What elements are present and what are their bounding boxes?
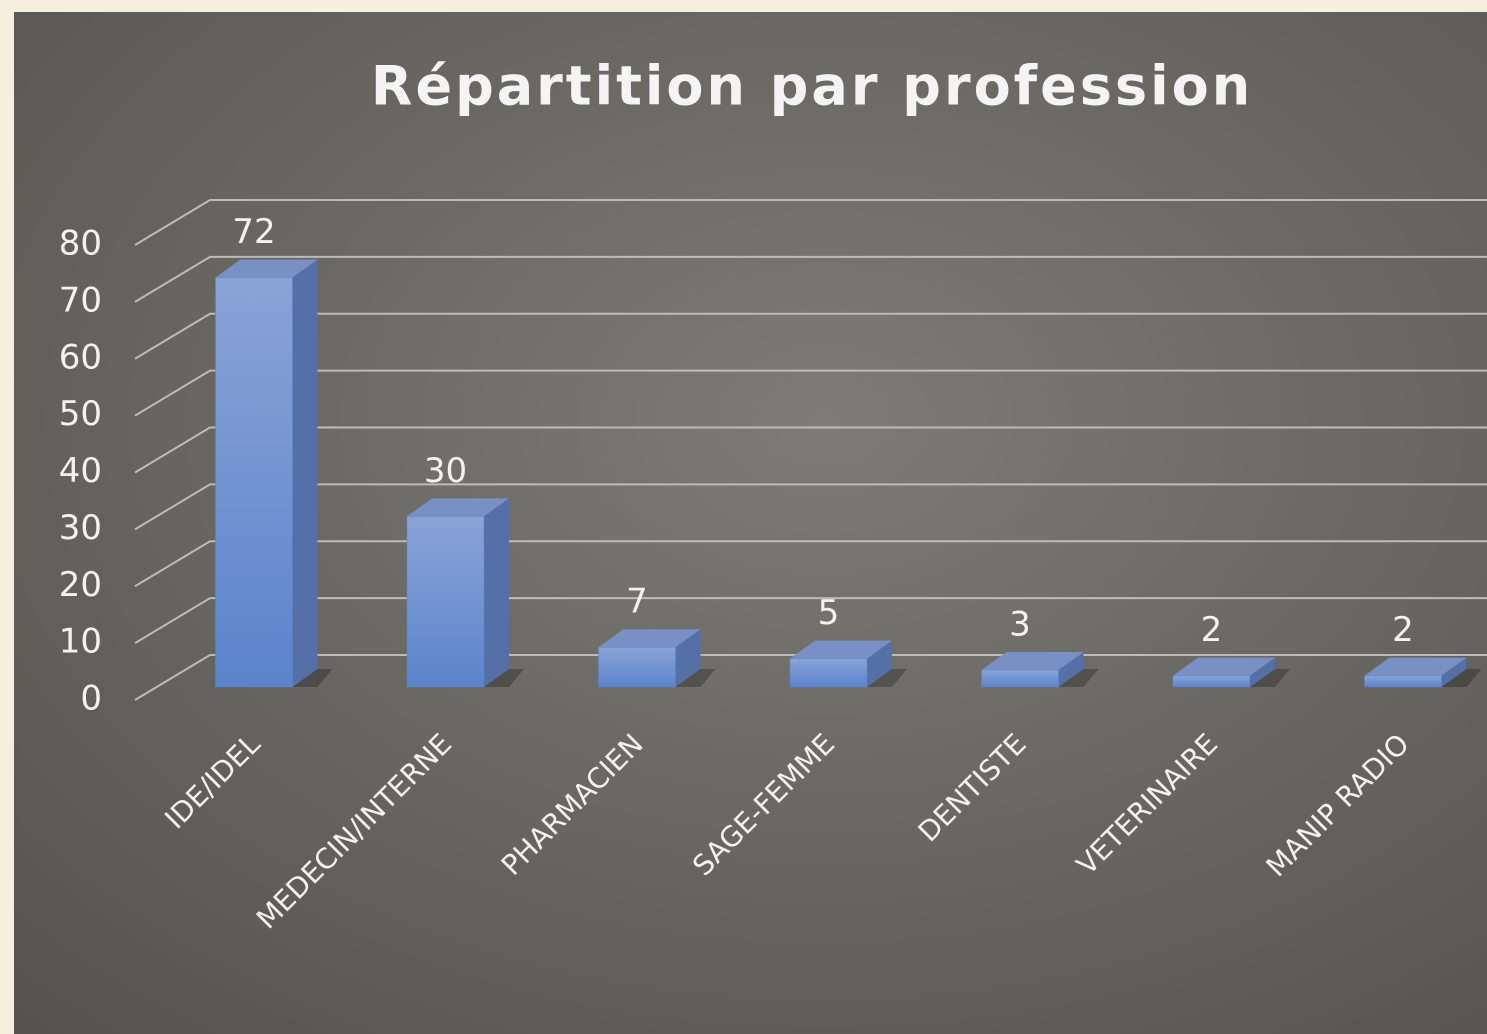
chart-title: Répartition par profession [371,55,1253,118]
grid-line [134,369,1487,417]
y-tick-label: 0 [80,679,102,719]
grid-line [134,426,1487,474]
value-label: 2 [1201,610,1223,650]
bar-top [407,498,509,517]
bar-side [1058,651,1084,687]
grid-line [134,312,1487,360]
bar-side [867,640,892,687]
bar [406,516,485,688]
y-tick-label: 40 [59,451,102,491]
bar [981,669,1059,688]
value-label: 5 [818,593,840,633]
bar-top [1173,657,1275,676]
bar-top [598,629,701,648]
bar-side [675,629,701,687]
bar [1364,675,1442,688]
value-label: 2 [1392,610,1414,650]
bar-top [1364,657,1467,676]
y-tick-label: 30 [59,508,102,548]
bar-top [981,651,1084,670]
grid-line [134,483,1487,531]
y-tick-label: 70 [59,280,102,320]
bar [215,277,293,688]
bar-side [1441,657,1467,687]
bar [1172,675,1251,688]
bar-side [292,259,318,687]
bar [598,646,676,688]
bar-top [215,259,318,278]
value-label: 7 [626,582,648,622]
grid-line [134,540,1487,588]
grid-line [134,199,1487,246]
y-tick-label: 80 [59,224,102,264]
y-tick-label: 20 [59,565,102,605]
grid-line [134,597,1487,644]
value-label: 30 [424,451,467,491]
value-label: 3 [1009,604,1031,644]
bar [789,658,868,688]
y-tick-label: 50 [59,394,102,434]
bar-side [484,498,509,687]
bar-side [1250,657,1275,687]
bar-top [790,640,892,659]
y-tick-label: 10 [59,622,102,662]
value-label: 72 [232,212,275,252]
y-tick-label: 60 [59,337,102,377]
grid-line [134,255,1487,303]
